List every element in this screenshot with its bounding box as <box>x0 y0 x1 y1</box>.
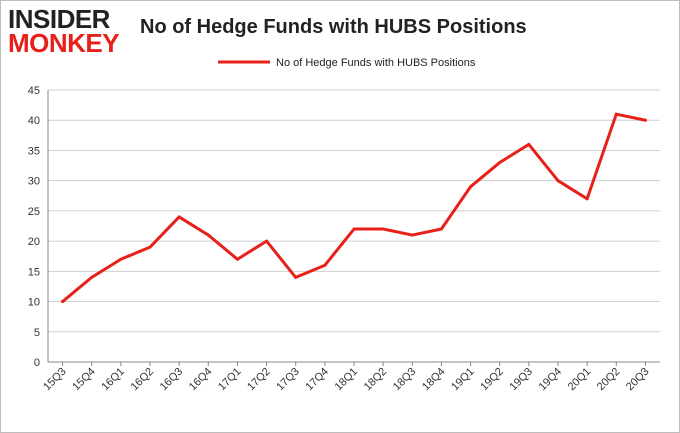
x-tick-label: 17Q3 <box>274 366 302 394</box>
data-point <box>352 227 356 231</box>
legend-label: No of Hedge Funds with HUBS Positions <box>276 57 476 69</box>
x-tick-label: 16Q2 <box>129 366 157 394</box>
x-tick-label: 20Q1 <box>566 366 594 394</box>
x-tick-label: 18Q4 <box>420 366 448 394</box>
data-point <box>323 263 327 267</box>
data-point <box>614 112 618 116</box>
logo-line-1: INSIDER <box>8 4 110 34</box>
data-point <box>206 233 210 237</box>
x-tick-label: 20Q3 <box>624 366 652 394</box>
x-tick-label: 17Q2 <box>245 366 273 394</box>
x-tick-label: 16Q4 <box>187 366 215 394</box>
y-tick-label: 45 <box>28 85 40 97</box>
x-tick-label: 19Q1 <box>449 366 477 394</box>
y-tick-label: 10 <box>28 297 40 309</box>
data-point <box>381 227 385 231</box>
data-point <box>527 142 531 146</box>
data-point <box>119 257 123 261</box>
data-point <box>469 185 473 189</box>
x-tick-label: 18Q3 <box>391 366 419 394</box>
series-lines <box>61 112 647 304</box>
x-tick-label: 15Q4 <box>70 366 98 394</box>
chart-title: No of Hedge Funds with HUBS Positions <box>140 16 527 38</box>
data-point <box>90 275 94 279</box>
data-point <box>235 257 239 261</box>
y-tick-label: 20 <box>28 236 40 248</box>
data-point <box>61 300 65 304</box>
data-point <box>294 275 298 279</box>
gridlines <box>48 89 660 333</box>
y-tick-label: 0 <box>34 357 40 369</box>
x-tick-label: 18Q2 <box>362 366 390 394</box>
series-line <box>61 112 647 304</box>
insider-monkey-logo: INSIDER MONKEY <box>8 6 128 58</box>
data-point <box>498 161 502 165</box>
y-tick-label: 40 <box>28 115 40 127</box>
x-tick-label: 15Q3 <box>41 366 69 394</box>
y-tick-label: 35 <box>28 145 40 157</box>
x-tick-label: 17Q4 <box>303 366 331 394</box>
data-point <box>439 227 443 231</box>
x-tick-labels: 15Q3 15Q4 16Q1 16Q2 16Q3 16Q4 17Q1 17Q2 17Q3 17Q4… <box>41 366 651 394</box>
data-point <box>148 245 152 249</box>
x-tick-label: 19Q3 <box>507 366 535 394</box>
data-point <box>177 215 181 219</box>
x-tick-label: 20Q2 <box>595 366 623 394</box>
data-point <box>643 118 647 122</box>
x-tick-label: 18Q1 <box>333 366 361 394</box>
y-tick-label: 5 <box>34 327 40 339</box>
data-point <box>265 239 269 243</box>
y-tick-label: 30 <box>28 176 40 188</box>
y-tick-label: 15 <box>28 266 40 278</box>
data-point <box>585 197 589 201</box>
data-point <box>556 179 560 183</box>
y-tick-labels: 0 5 10 15 20 25 30 35 40 45 <box>28 85 40 369</box>
x-tick-label: 19Q4 <box>537 366 565 394</box>
legend: No of Hedge Funds with HUBS Positions <box>218 57 476 69</box>
y-tick-label: 25 <box>28 206 40 218</box>
axes <box>47 90 660 366</box>
logo-line-2: MONKEY <box>8 28 120 58</box>
data-point <box>410 233 414 237</box>
x-tick-label: 19Q2 <box>478 366 506 394</box>
x-tick-label: 17Q1 <box>216 366 244 394</box>
x-tick-label: 16Q1 <box>99 366 127 394</box>
x-tick-label: 16Q3 <box>158 366 186 394</box>
